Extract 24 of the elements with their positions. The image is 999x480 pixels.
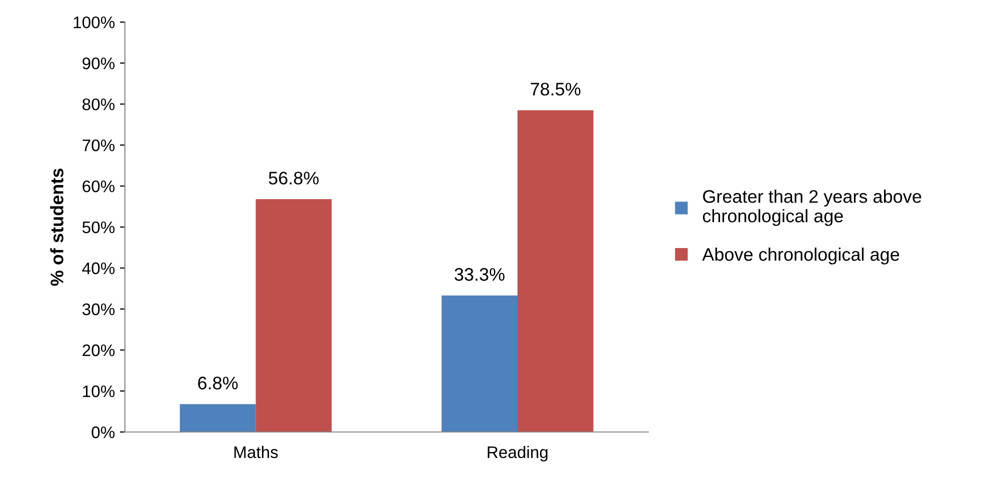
y-tick-label: 80%	[82, 98, 115, 110]
y-axis-title: % of students	[50, 168, 64, 286]
y-tick-label: 10%	[83, 385, 115, 398]
y-tick-label: 50%	[82, 221, 115, 234]
x-tick-label: Reading	[488, 446, 548, 462]
y-tick-label: 0%	[92, 426, 115, 438]
y-tick-label: 30%	[82, 303, 115, 316]
bar	[517, 110, 594, 432]
y-tick-label: 100%	[74, 16, 115, 28]
bar	[442, 295, 518, 432]
legend-label: Above chronological age	[702, 248, 900, 264]
data-label: 6.8%	[198, 376, 238, 390]
y-tick-label: 20%	[82, 344, 115, 356]
x-tick-label: Maths	[234, 446, 278, 458]
data-label: 56.8%	[268, 172, 319, 184]
data-label: 33.3%	[454, 268, 504, 281]
y-tick-label: 60%	[82, 180, 115, 192]
y-tick-label: 40%	[82, 262, 115, 274]
bar	[180, 404, 256, 432]
legend-label: Greater than 2 years above chronological age	[702, 190, 922, 226]
bar	[256, 199, 332, 432]
y-tick-label: 70%	[82, 139, 115, 152]
y-tick-label: 90%	[82, 57, 115, 70]
data-label: 78.5%	[530, 82, 580, 96]
